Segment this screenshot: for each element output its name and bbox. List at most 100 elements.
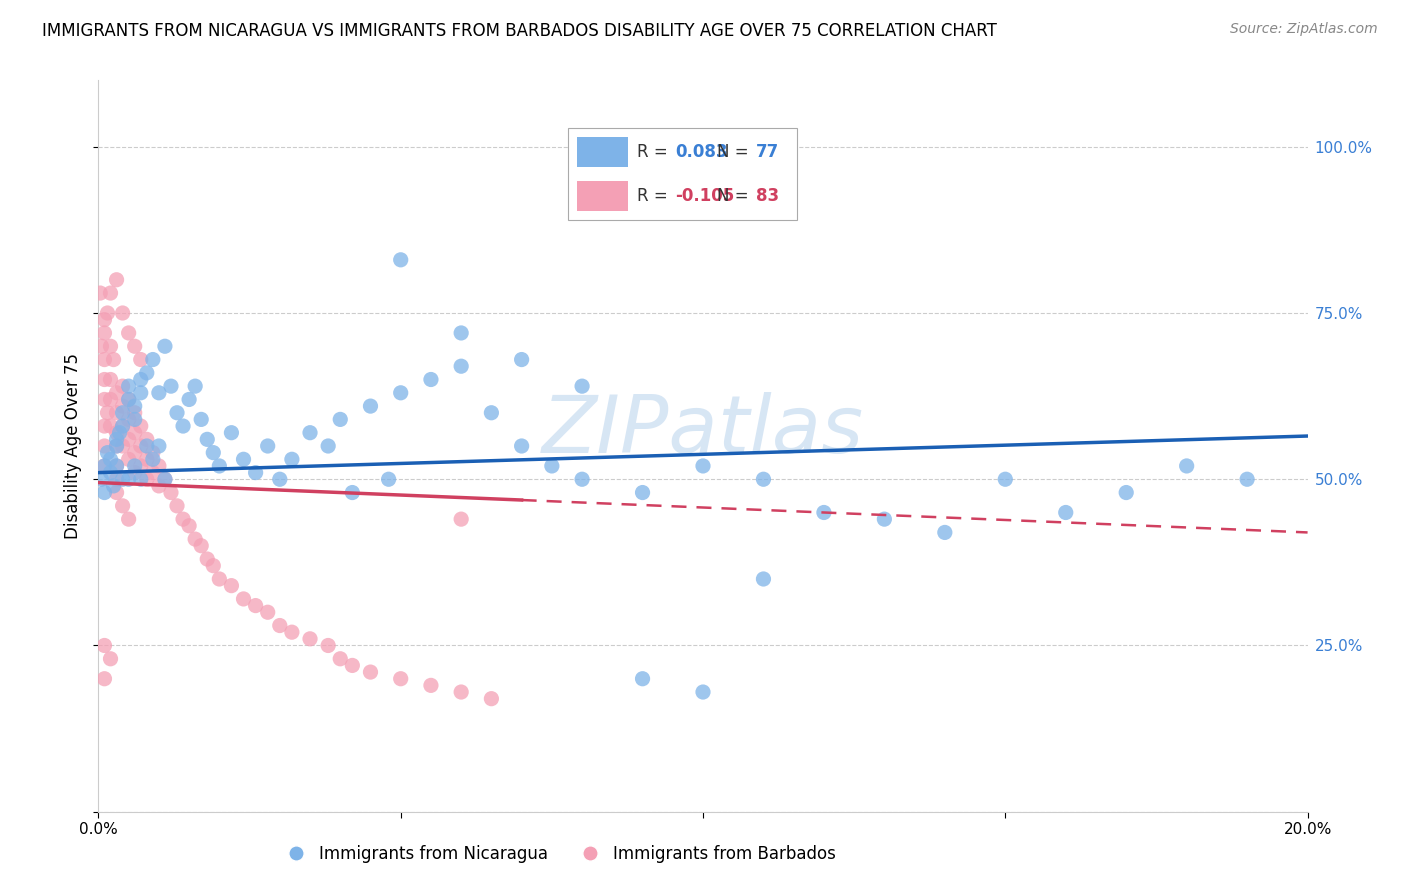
Point — [118, 472, 141, 486]
Point — [124, 458, 146, 473]
Point — [135, 366, 157, 380]
Point — [118, 452, 141, 467]
Point — [190, 539, 212, 553]
Point — [100, 452, 122, 467]
Point — [129, 458, 152, 473]
Y-axis label: Disability Age Over 75: Disability Age Over 75 — [65, 353, 83, 539]
Point — [571, 472, 593, 486]
Point — [103, 479, 125, 493]
Point — [93, 485, 115, 500]
Point — [100, 392, 122, 407]
Point — [100, 286, 122, 301]
Point — [571, 379, 593, 393]
Point — [510, 352, 533, 367]
Point — [100, 652, 122, 666]
Point — [179, 392, 201, 407]
Point — [281, 452, 304, 467]
Point — [93, 392, 115, 407]
Bar — [578, 136, 627, 167]
Point — [481, 691, 503, 706]
Point — [124, 425, 146, 440]
Point — [124, 445, 146, 459]
Point — [256, 605, 278, 619]
Point — [148, 385, 170, 400]
Text: IMMIGRANTS FROM NICARAGUA VS IMMIGRANTS FROM BARBADOS DISABILITY AGE OVER 75 COR: IMMIGRANTS FROM NICARAGUA VS IMMIGRANTS … — [42, 22, 997, 40]
Point — [1054, 506, 1077, 520]
Point — [105, 433, 128, 447]
Point — [631, 485, 654, 500]
Point — [342, 485, 364, 500]
Point — [96, 306, 118, 320]
Point — [1175, 458, 1198, 473]
Point — [105, 439, 128, 453]
Point — [420, 372, 443, 386]
Point — [100, 339, 122, 353]
Point — [108, 425, 131, 440]
Point — [105, 458, 128, 473]
Point — [124, 412, 146, 426]
Point — [118, 392, 141, 407]
Point — [184, 532, 207, 546]
Point — [142, 452, 165, 467]
Point — [510, 439, 533, 453]
Point — [631, 672, 654, 686]
Point — [129, 372, 152, 386]
Point — [111, 406, 134, 420]
Point — [118, 392, 141, 407]
Point — [124, 399, 146, 413]
Point — [377, 472, 399, 486]
Point — [105, 385, 128, 400]
Point — [93, 419, 115, 434]
Point — [166, 406, 188, 420]
Point — [195, 552, 218, 566]
Text: ZIPatlas: ZIPatlas — [541, 392, 865, 470]
Point — [202, 445, 225, 459]
Point — [135, 439, 157, 453]
Bar — [578, 181, 627, 211]
Point — [118, 412, 141, 426]
Point — [481, 406, 503, 420]
Point — [118, 379, 141, 393]
Point — [172, 419, 194, 434]
Point — [360, 399, 382, 413]
Text: 83: 83 — [755, 187, 779, 205]
Point — [208, 572, 231, 586]
Point — [873, 512, 896, 526]
Text: 77: 77 — [755, 143, 779, 161]
Point — [129, 419, 152, 434]
Point — [245, 599, 267, 613]
Point — [105, 425, 128, 440]
Point — [100, 372, 122, 386]
Point — [103, 352, 125, 367]
Point — [105, 472, 128, 486]
Point — [148, 439, 170, 453]
Point — [179, 518, 201, 533]
Point — [540, 458, 562, 473]
Point — [450, 512, 472, 526]
Point — [89, 286, 111, 301]
Text: R =: R = — [637, 143, 672, 161]
Point — [153, 472, 176, 486]
Point — [118, 433, 141, 447]
Point — [90, 472, 112, 486]
Point — [135, 452, 157, 467]
Point — [420, 678, 443, 692]
Point — [329, 652, 352, 666]
Point — [329, 412, 352, 426]
Text: N =: N = — [717, 187, 754, 205]
Point — [100, 419, 122, 434]
Point — [135, 433, 157, 447]
Point — [90, 339, 112, 353]
Point — [100, 466, 122, 480]
Point — [934, 525, 956, 540]
Point — [124, 339, 146, 353]
Point — [221, 425, 243, 440]
Point — [153, 339, 176, 353]
Point — [232, 452, 254, 467]
Point — [160, 379, 183, 393]
Point — [105, 439, 128, 453]
Point — [124, 466, 146, 480]
Point — [111, 499, 134, 513]
Point — [153, 472, 176, 486]
Text: 0.083: 0.083 — [675, 143, 728, 161]
